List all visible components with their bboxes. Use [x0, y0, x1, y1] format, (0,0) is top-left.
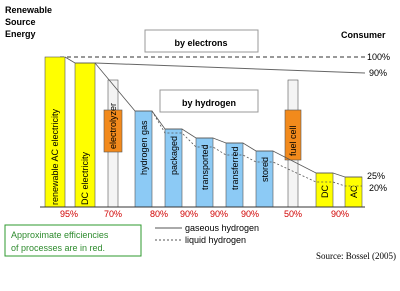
stage-label: stored — [260, 157, 270, 182]
legend-label: gaseous hydrogen — [185, 223, 259, 233]
stage-label: electrolyzer — [108, 103, 118, 149]
level-label: 25% — [367, 171, 385, 181]
source-label: Source — [5, 17, 36, 27]
stage-label: transported — [200, 144, 210, 190]
stage-label: DC electricity — [80, 151, 90, 205]
stage-label: hydrogen gas — [139, 120, 149, 175]
stage-label: fuel cell — [288, 125, 298, 156]
stage-label: packaged — [169, 136, 179, 175]
stage-box — [284, 109, 302, 161]
efficiency-label: 50% — [284, 209, 302, 219]
stage-label: DC — [320, 185, 330, 198]
stage-label: transferred — [230, 146, 240, 190]
header: Renewable Source Energy Consumer — [5, 5, 386, 40]
stage-box — [103, 109, 123, 153]
efficiency-label: 90% — [241, 209, 259, 219]
route-label: by hydrogen — [182, 98, 236, 108]
level-label: 20% — [369, 183, 387, 193]
route-label: by electrons — [174, 38, 227, 48]
level-line — [94, 62, 366, 74]
note-text: of processes are in red. — [11, 243, 105, 253]
source-note: Source: Bossel (2005) — [316, 251, 396, 261]
stage-labels: renewable AC electricity DC electricity … — [50, 103, 359, 205]
note-box — [4, 224, 142, 257]
legend-label: liquid hydrogen — [185, 235, 246, 245]
route-box — [144, 29, 259, 53]
efficiency-label: 90% — [331, 209, 349, 219]
gas-path — [64, 56, 362, 178]
stage-label: AC — [349, 185, 359, 198]
source-label: Energy — [5, 29, 36, 39]
efficiency-label: 70% — [104, 209, 122, 219]
efficiencies: 95% 70% 80% 90% 90% 90% 50% 90% — [60, 209, 349, 219]
efficiency-label: 90% — [210, 209, 228, 219]
bars — [44, 56, 363, 208]
level-label: 90% — [369, 68, 387, 78]
route-box — [159, 89, 259, 113]
stage-label: renewable AC electricity — [50, 108, 60, 205]
efficiency-label: 95% — [60, 209, 78, 219]
source-label: Renewable — [5, 5, 52, 15]
level-label: 100% — [367, 52, 390, 62]
consumer-label: Consumer — [341, 30, 386, 40]
efficiency-label: 80% — [150, 209, 168, 219]
note-text: Approximate efficiencies — [11, 230, 109, 240]
efficiency-label: 90% — [180, 209, 198, 219]
